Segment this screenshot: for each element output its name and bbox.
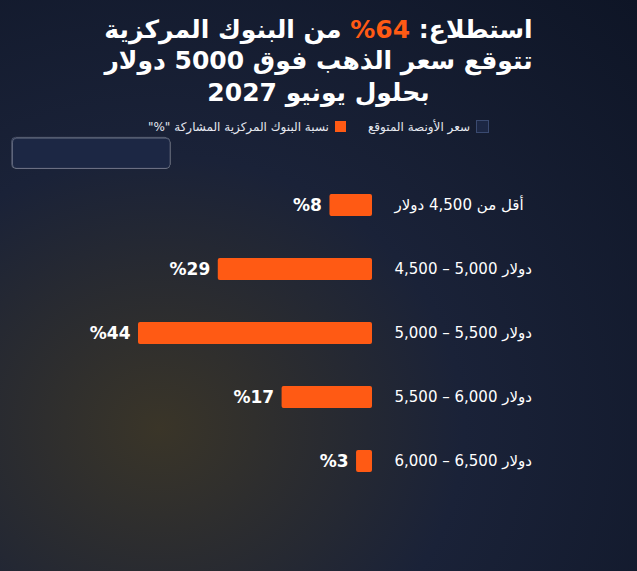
svg-text:%29: %29 xyxy=(170,259,211,279)
svg-text:أقل من 4,500 دولار: أقل من 4,500 دولار xyxy=(394,195,524,214)
html-text:سعر الأونصة المتوقع: سعر الأونصة المتوقع xyxy=(368,119,471,134)
html-text:نسبة البنوك المركزية المشاركة: نسبة البنوك المركزية المشاركة "%" xyxy=(147,119,329,134)
html-text:64%: 64% xyxy=(350,15,411,44)
html-text:من البنوك المركزية تتوقع سعر ا: من البنوك المركزية تتوقع سعر الذهب فوق 5… xyxy=(104,15,533,107)
svg-text:4,500 – 5,000 دولار: 4,500 – 5,000 دولار xyxy=(395,260,532,278)
svg-text:6,000 – 6,500 دولار: 6,000 – 6,500 دولار xyxy=(395,452,532,470)
svg-text:%44: %44 xyxy=(90,323,131,343)
svg-text:%17: %17 xyxy=(233,387,274,407)
svg-text:%3: %3 xyxy=(320,451,349,471)
svg-text:5,000 – 5,500 دولار: 5,000 – 5,500 دولار xyxy=(395,324,532,342)
svg-text:5,500 – 6,000 دولار: 5,500 – 6,000 دولار xyxy=(395,388,532,406)
html-text:استطلاع:: استطلاع: xyxy=(410,15,533,44)
svg-text:%8: %8 xyxy=(293,195,322,215)
